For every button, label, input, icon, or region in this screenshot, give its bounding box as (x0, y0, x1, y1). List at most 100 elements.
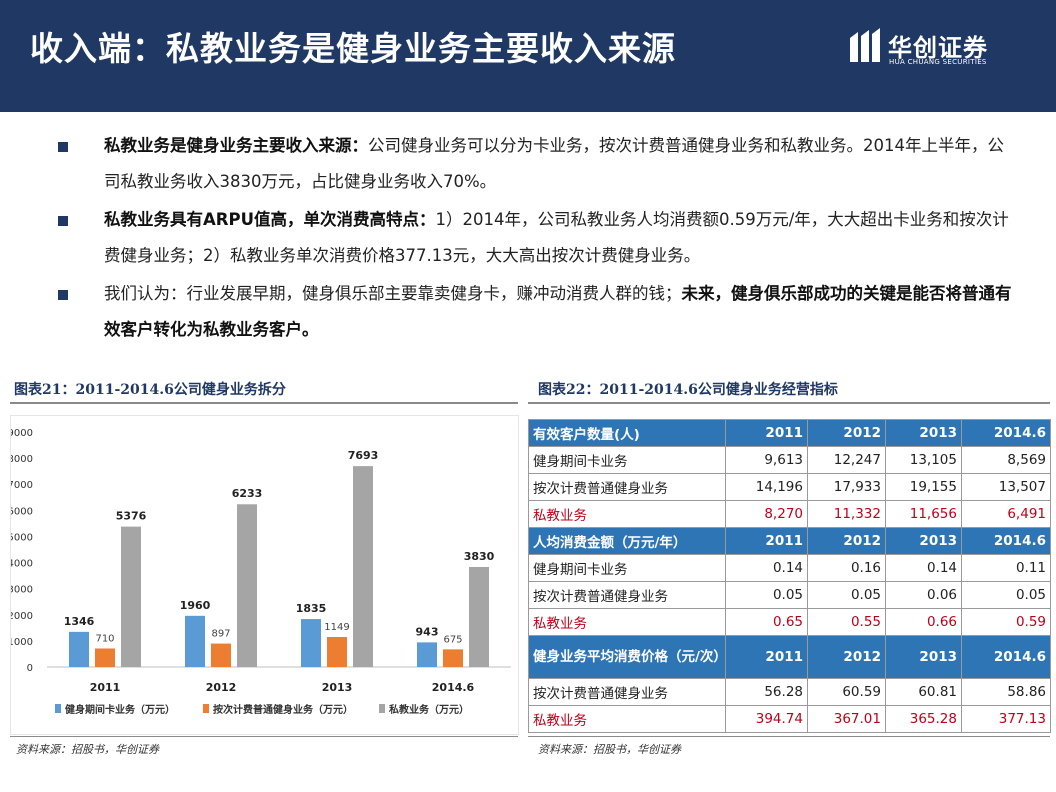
x-tick-label: 2013 (322, 681, 353, 694)
section-header-year: 2011 (725, 527, 808, 555)
bar-series0 (417, 642, 437, 667)
bullet-3-text: 我们认为：行业发展早期，健身俱乐部主要靠卖健身卡，赚冲动消费人群的钱； (104, 284, 682, 303)
y-tick-label: 1000 (11, 637, 33, 648)
bullet-square-icon (58, 290, 68, 300)
table-section-header: 人均消费金额（万元/年） 2011 2012 2013 2014.6 (528, 527, 1051, 555)
table-cell: 0.66 (885, 608, 962, 636)
table-row: 私教业务 8,270 11,332 11,656 6,491 (528, 500, 1051, 528)
table-cell: 13,105 (885, 446, 962, 474)
section-header-label: 健身业务平均消费价格（元/次） (528, 635, 727, 679)
bullet-square-icon (58, 142, 68, 152)
bar-data-label: 943 (416, 625, 439, 638)
x-tick-label: 2014.6 (432, 681, 475, 694)
y-tick-label: 6000 (11, 506, 33, 517)
section-header-year: 2014.6 (961, 527, 1051, 555)
table-cell: 0.14 (885, 554, 962, 582)
bullet-square-icon (58, 216, 68, 226)
x-tick-label: 2012 (206, 681, 237, 694)
table-cell: 60.81 (885, 678, 962, 706)
bar-data-label: 897 (211, 629, 230, 640)
table-cell: 11,656 (885, 500, 962, 528)
row-label: 私教业务 (528, 608, 726, 636)
legend-swatch (203, 704, 209, 713)
bullet-list: 私教业务是健身业务主要收入来源：公司健身业务可以分为卡业务，按次计费普通健身业务… (56, 128, 1016, 350)
figure21-bottom-divider (10, 736, 518, 737)
table-cell: 8,270 (725, 500, 808, 528)
section-header-year: 2012 (807, 527, 886, 555)
bullet-item-1: 私教业务是健身业务主要收入来源：公司健身业务可以分为卡业务，按次计费普通健身业务… (56, 128, 1016, 200)
legend-label: 健身期间卡业务（万元） (65, 703, 175, 716)
section-header-label: 有效客户数量(人) (528, 419, 726, 447)
y-tick-label: 9000 (11, 428, 33, 439)
bar-data-label: 6233 (232, 487, 263, 500)
bullet-item-3: 我们认为：行业发展早期，健身俱乐部主要靠卖健身卡，赚冲动消费人群的钱；未来，健身… (56, 276, 1016, 348)
kpi-table: 有效客户数量(人) 2011 2012 2013 2014.6 健身期间卡业务 9,613 1… (528, 419, 1051, 733)
row-label: 私教业务 (528, 705, 726, 733)
table-section-header: 有效客户数量(人) 2011 2012 2013 2014.6 (528, 419, 1051, 447)
y-tick-label: 7000 (11, 480, 33, 491)
kpi-table-body: 有效客户数量(人) 2011 2012 2013 2014.6 健身期间卡业务 9,613 1… (528, 419, 1051, 733)
table-cell: 0.16 (807, 554, 886, 582)
figure22-divider (528, 402, 1050, 404)
section-header-year: 2011 (725, 419, 808, 447)
header-bar: 收入端：私教业务是健身业务主要收入来源 华创证券 HUA CHUANG SECU… (0, 0, 1056, 112)
company-logo: 华创证券 HUA CHUANG SECURITIES (848, 28, 1038, 68)
bullet-1-text: 公司健身业务可以分为卡业务，按次计费普通健身业务和私教业务。2014年上半年，公… (104, 136, 1004, 191)
legend-label: 私教业务（万元） (388, 703, 469, 716)
table-cell: 0.14 (725, 554, 808, 582)
table-cell: 0.05 (961, 581, 1051, 609)
bar-data-label: 7693 (348, 449, 379, 462)
table-row: 按次计费普通健身业务 14,196 17,933 19,155 13,507 (528, 473, 1051, 501)
bar-series2 (353, 466, 373, 667)
logo-text-cn: 华创证券 (888, 34, 988, 62)
table-row: 私教业务 0.65 0.55 0.66 0.59 (528, 608, 1051, 636)
legend-swatch (379, 704, 385, 713)
table-cell: 56.28 (725, 678, 808, 706)
table-cell: 0.55 (807, 608, 886, 636)
table-cell: 0.59 (961, 608, 1051, 636)
bullet-2-text: 1）2014年，公司私教业务人均消费额0.59万元/年，大大超出卡业务和按次计费… (104, 210, 1009, 265)
table-cell: 367.01 (807, 705, 886, 733)
bar-series1 (443, 649, 463, 667)
section-header-year: 2013 (885, 635, 962, 679)
section-header-year: 2013 (885, 527, 962, 555)
figure22-bottom-divider (528, 736, 1050, 737)
bar-series2 (469, 566, 489, 667)
row-label: 健身期间卡业务 (528, 554, 726, 582)
bar-series0 (301, 619, 321, 667)
row-label: 按次计费普通健身业务 (528, 473, 726, 501)
y-tick-label: 3000 (11, 585, 33, 596)
table-row: 健身期间卡业务 0.14 0.16 0.14 0.11 (528, 554, 1051, 582)
table-cell: 58.86 (961, 678, 1051, 706)
bullet-1-bold: 私教业务是健身业务主要收入来源： (104, 136, 368, 155)
y-tick-label: 8000 (11, 454, 33, 465)
table-cell: 0.05 (807, 581, 886, 609)
section-header-year: 2011 (725, 635, 808, 679)
table-row: 按次计费普通健身业务 56.28 60.59 60.81 58.86 (528, 678, 1051, 706)
bar-series1 (211, 643, 231, 667)
bullet-item-2: 私教业务具有ARPU值高，单次消费高特点：1）2014年，公司私教业务人均消费额… (56, 202, 1016, 274)
row-label: 私教业务 (528, 500, 726, 528)
x-tick-label: 2011 (90, 681, 121, 694)
table-cell: 0.65 (725, 608, 808, 636)
figure21-divider (10, 402, 518, 404)
table-row: 按次计费普通健身业务 0.05 0.05 0.06 0.05 (528, 581, 1051, 609)
section-header-year: 2013 (885, 419, 962, 447)
bar-series0 (185, 615, 205, 667)
table-cell: 60.59 (807, 678, 886, 706)
table-row: 私教业务 394.74 367.01 365.28 377.13 (528, 705, 1051, 733)
table-cell: 0.06 (885, 581, 962, 609)
y-tick-label: 0 (27, 663, 33, 674)
y-tick-label: 2000 (11, 611, 33, 622)
bar-series0 (69, 631, 89, 667)
bar-series1 (327, 636, 347, 667)
bar-data-label: 5376 (116, 510, 147, 523)
table-cell: 365.28 (885, 705, 962, 733)
bar-series2 (237, 504, 257, 667)
table-cell: 14,196 (725, 473, 808, 501)
table-cell: 6,491 (961, 500, 1051, 528)
table-cell: 11,332 (807, 500, 886, 528)
table-cell: 377.13 (961, 705, 1051, 733)
row-label: 按次计费普通健身业务 (528, 678, 726, 706)
table-cell: 17,933 (807, 473, 886, 501)
